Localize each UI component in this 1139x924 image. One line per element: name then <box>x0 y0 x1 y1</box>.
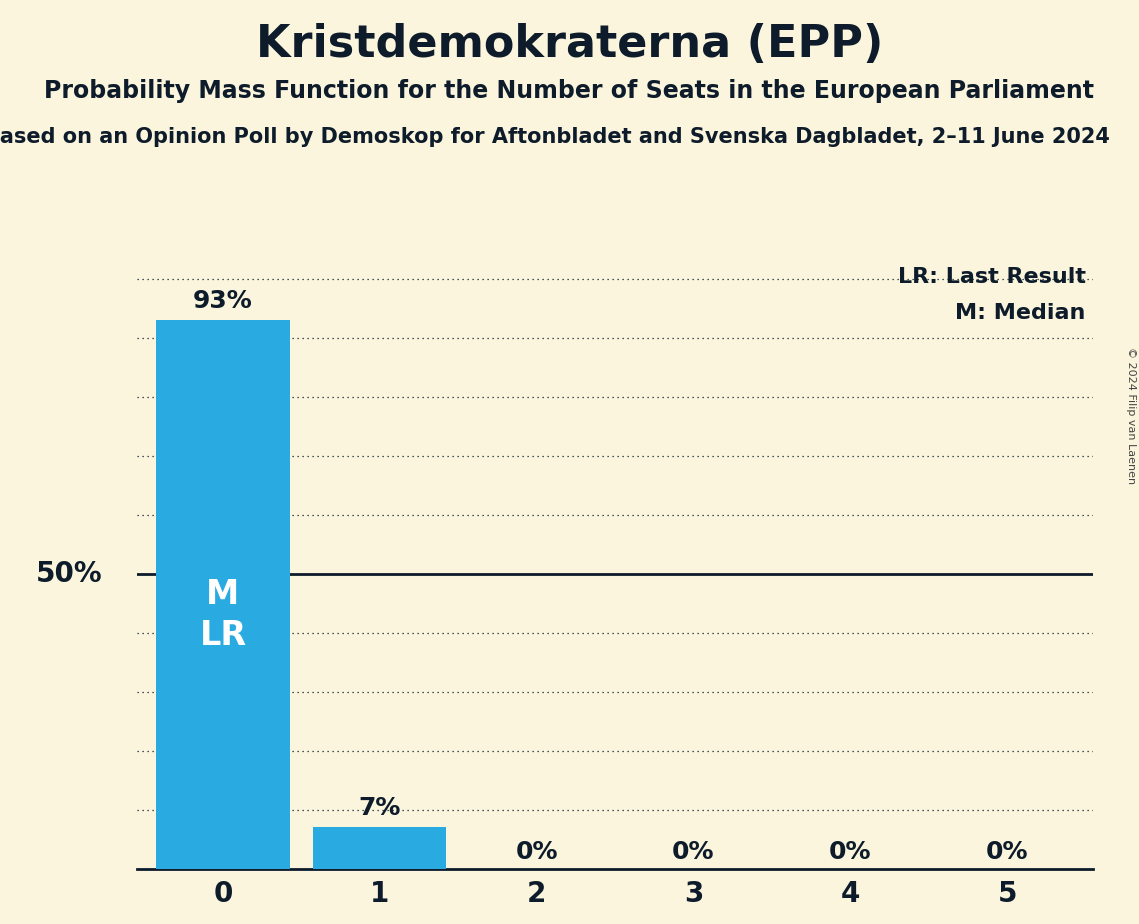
Text: 7%: 7% <box>359 796 401 821</box>
Bar <box>313 827 446 869</box>
Text: Based on an Opinion Poll by Demoskop for Aftonbladet and Svenska Dagbladet, 2–11: Based on an Opinion Poll by Demoskop for… <box>0 127 1109 147</box>
Text: M
LR: M LR <box>199 578 246 652</box>
Text: LR: Last Result: LR: Last Result <box>898 267 1085 287</box>
Text: 93%: 93% <box>194 289 253 313</box>
Bar <box>156 321 289 869</box>
Text: 0%: 0% <box>829 840 871 864</box>
Text: 0%: 0% <box>672 840 715 864</box>
Text: 50%: 50% <box>36 560 103 588</box>
Text: M: Median: M: Median <box>956 302 1085 322</box>
Text: Kristdemokraterna (EPP): Kristdemokraterna (EPP) <box>256 23 883 67</box>
Text: 0%: 0% <box>986 840 1029 864</box>
Text: © 2024 Filip van Laenen: © 2024 Filip van Laenen <box>1126 347 1136 484</box>
Text: Probability Mass Function for the Number of Seats in the European Parliament: Probability Mass Function for the Number… <box>44 79 1095 103</box>
Text: 0%: 0% <box>515 840 558 864</box>
